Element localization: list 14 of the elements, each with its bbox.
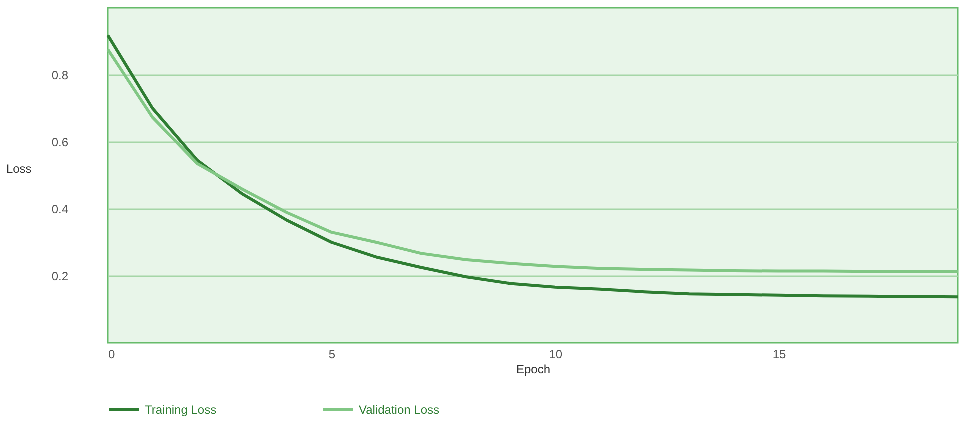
y-tick-label: 0.2 [52,270,69,284]
x-tick-label: 10 [549,348,563,362]
x-tick-label: 15 [772,348,787,362]
y-axis-title: Loss [6,162,32,176]
legend-label: Validation Loss [359,402,440,417]
y-tick-label: 0.6 [52,136,69,150]
line-series [106,34,960,299]
legend-label: Training Loss [145,402,217,417]
y-tick-label: 0.4 [52,202,69,216]
x-tick-label: 5 [328,348,336,362]
line-series [106,48,960,274]
x-tick-label: 0 [108,348,116,362]
y-tick-label: 0.8 [52,68,69,82]
x-axis-title: Epoch [516,362,551,376]
